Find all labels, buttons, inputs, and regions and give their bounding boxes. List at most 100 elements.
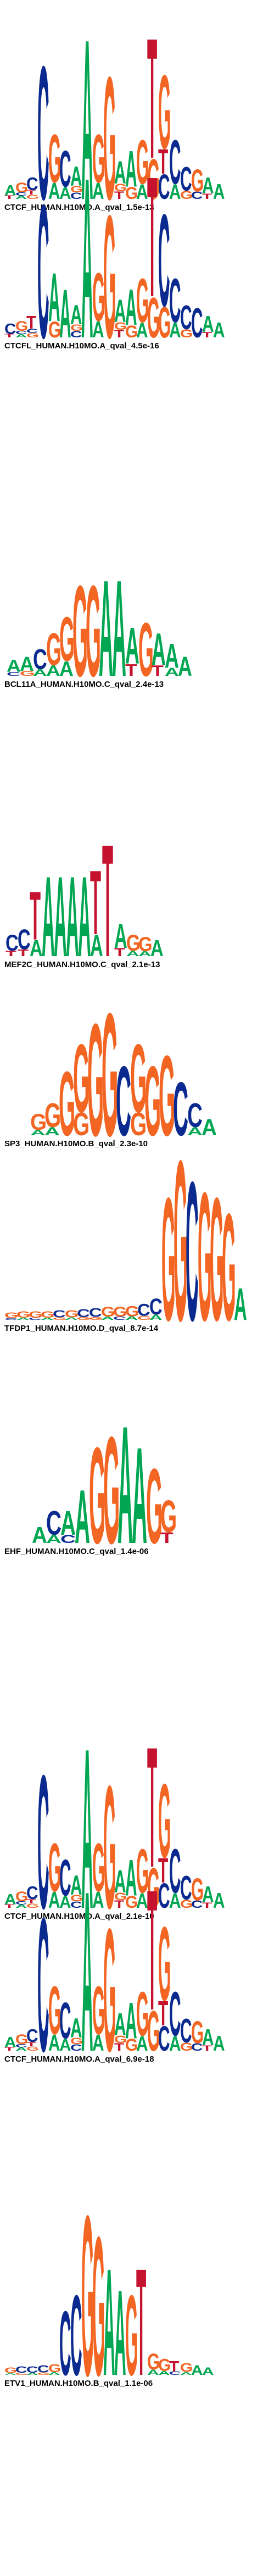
logo-letter: C (70, 191, 82, 202)
logo-letter: C (158, 2019, 170, 2058)
logo-letter: G (103, 41, 116, 237)
logo-letter: C (26, 2365, 38, 2375)
logo-letter: C (18, 924, 31, 956)
logo-letter: G (20, 670, 35, 678)
logo-letter: G (180, 2361, 193, 2375)
logo-letter: A (59, 657, 74, 680)
logo-letter: A (125, 1315, 138, 1321)
logo-letter: A (81, 0, 93, 248)
logo-letter: C (116, 1046, 131, 1157)
logo-letter: T (158, 142, 168, 181)
logo-letter: G (70, 323, 83, 334)
logo-letter: G (89, 1316, 103, 1321)
logo-letter: T (26, 189, 37, 196)
logo-letter: G (137, 1315, 152, 1322)
logo-letter: A (126, 950, 139, 958)
logo-letter: A (202, 173, 214, 198)
logo-letter: C (4, 321, 16, 337)
logo-letter: C (59, 1992, 71, 2050)
logo-letter: G (92, 260, 105, 336)
logo-letter: A (90, 929, 103, 963)
logo-letter: G (29, 1309, 43, 1320)
logo-letter: C (186, 1141, 199, 1363)
logo-letter: G (53, 1317, 67, 1321)
logo-letter: G (180, 327, 193, 340)
logo-letter: C (60, 1533, 76, 1545)
logo-letter: G (191, 2015, 204, 2050)
logo-letter: A (213, 180, 225, 204)
logo-letter: G (158, 297, 171, 347)
logo-letter: A (234, 1279, 247, 1330)
logo-letter: C (70, 2271, 82, 2400)
logo-letter: T (160, 1529, 174, 1546)
logo-letter: A (15, 333, 27, 338)
motif-logo: A A C C A A G G A A G T G EHF_HUMAN.H10MO.C_qval_1.4e… (0, 1341, 263, 1579)
logo-letter: A (4, 2373, 16, 2375)
logo-letter: T (202, 192, 212, 201)
logo-letter: C (26, 2025, 38, 2046)
logo-letter: G (160, 1490, 177, 1542)
logo-letter: A (136, 2033, 148, 2056)
logo-letter: A (92, 178, 104, 204)
logo-letter: C (158, 1876, 170, 1916)
logo-letter: A (44, 1125, 60, 1137)
logo-letter: T (169, 2358, 180, 2375)
logo-letter: G (114, 182, 127, 194)
logo-letter: C (70, 330, 82, 340)
logo-letter: G (26, 332, 39, 338)
logo-letter: C (5, 930, 19, 956)
logo-letter: A (213, 2032, 225, 2056)
logo-letter: A (41, 1317, 54, 1320)
logo-letter: C (59, 2293, 71, 2395)
logo-letter: G (158, 1763, 171, 1880)
logo-letter: G (138, 933, 153, 956)
logo-letter: T (147, 1712, 157, 1903)
logo-letter: G (15, 2031, 28, 2047)
logo-letter: A (92, 2030, 104, 2056)
motif-caption: SP3_HUMAN.H10MO.B_qval_2.3e-10 (4, 1139, 148, 1148)
logo-letter: C (169, 265, 181, 336)
logo-letter: A (60, 1504, 76, 1543)
logo-letter: A (187, 1125, 203, 1137)
logo-letter: T (202, 330, 212, 339)
logo-letter: C (15, 2365, 27, 2375)
logo-letter: A (81, 130, 93, 386)
logo-letter: A (125, 140, 137, 198)
logo-letter: G (73, 1106, 89, 1142)
logo-letter: G (103, 1405, 120, 1576)
logo-letter: G (103, 180, 116, 375)
logo-letter: A (59, 276, 71, 353)
logo-letter: C (37, 27, 49, 240)
logo-letter: T (158, 1994, 168, 2033)
logo-letter: C (15, 1900, 27, 1906)
logo-letter: A (92, 1887, 104, 1913)
logo-letter: A (125, 279, 137, 336)
logo-letter: G (102, 977, 118, 1173)
logo-letter: C (169, 2370, 181, 2376)
logo-letter: G (198, 1155, 212, 1359)
logo-letter: T (147, 3, 157, 195)
logo-letter: C (70, 2043, 82, 2053)
logo-letter: A (114, 154, 126, 190)
logo-letter: A (136, 319, 148, 342)
logo-letter: C (191, 2041, 203, 2053)
logo-letter: G (136, 126, 149, 197)
logo-letter: A (4, 1891, 16, 1908)
logo-letter: T (4, 333, 15, 338)
logo-letter: T (147, 1855, 157, 2046)
logo-letter: G (125, 1892, 138, 1912)
logo-letter: A (70, 299, 82, 330)
logo-letter: G (101, 1305, 115, 1320)
logo-letter: A (152, 624, 166, 675)
logo-letter: C (70, 1900, 82, 1911)
logo-letter: G (114, 2034, 127, 2046)
logo-letter: T (5, 950, 17, 958)
logo-letter: A (15, 2046, 27, 2052)
logo-letter: C (37, 165, 49, 378)
